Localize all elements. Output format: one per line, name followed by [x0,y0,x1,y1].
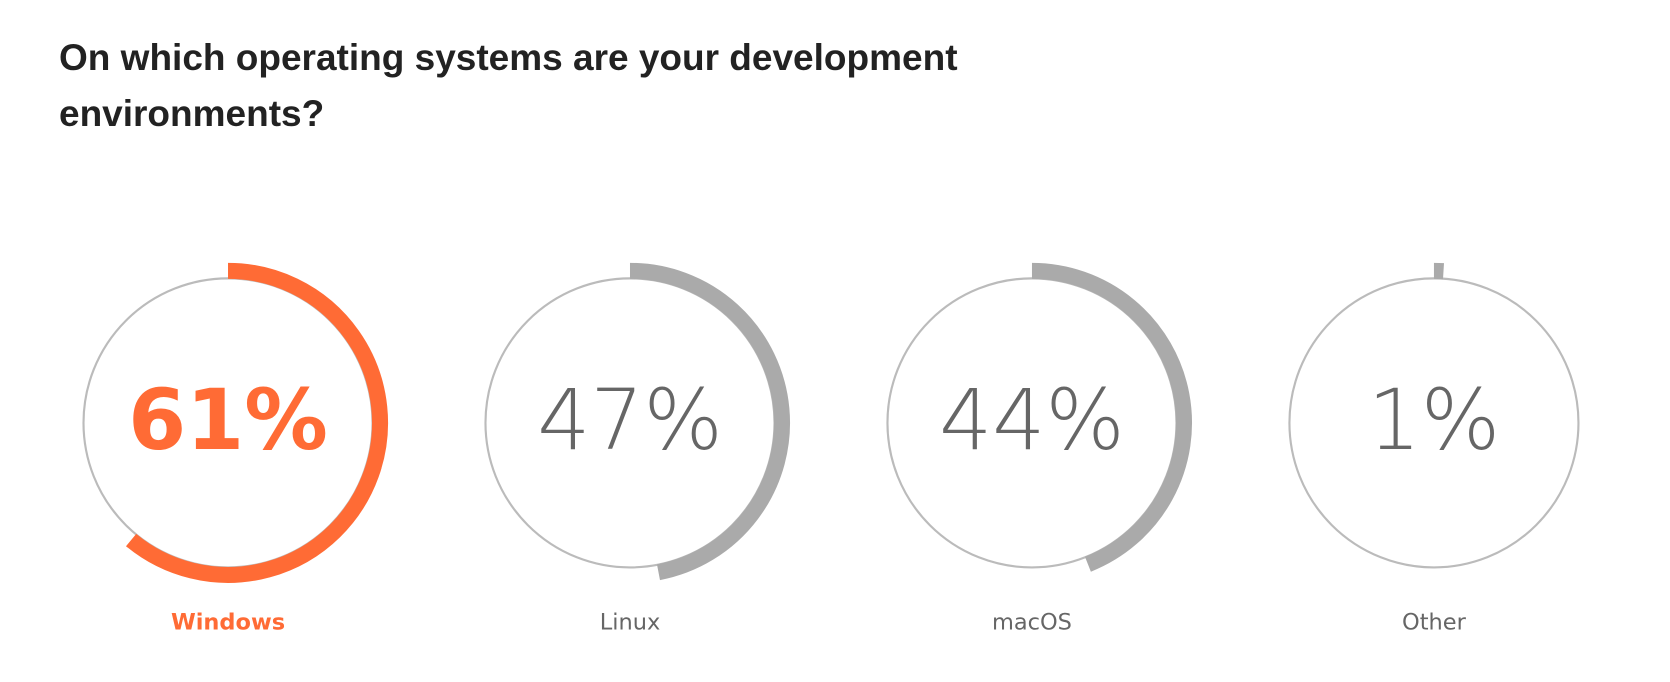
percent-label: 44% [939,371,1125,469]
progress-arc [126,262,389,583]
progress-arc [629,262,790,581]
category-label: Other [1402,610,1467,636]
percent-label: 61% [128,371,328,469]
chart-title: On which operating systems are your deve… [59,37,958,134]
category-label: Linux [600,610,661,636]
percent-label: 1% [1368,371,1500,469]
progress-arc [1031,262,1192,572]
category-label: macOS [992,610,1072,636]
percent-label: 47% [537,371,723,469]
category-label: Windows [171,610,285,636]
